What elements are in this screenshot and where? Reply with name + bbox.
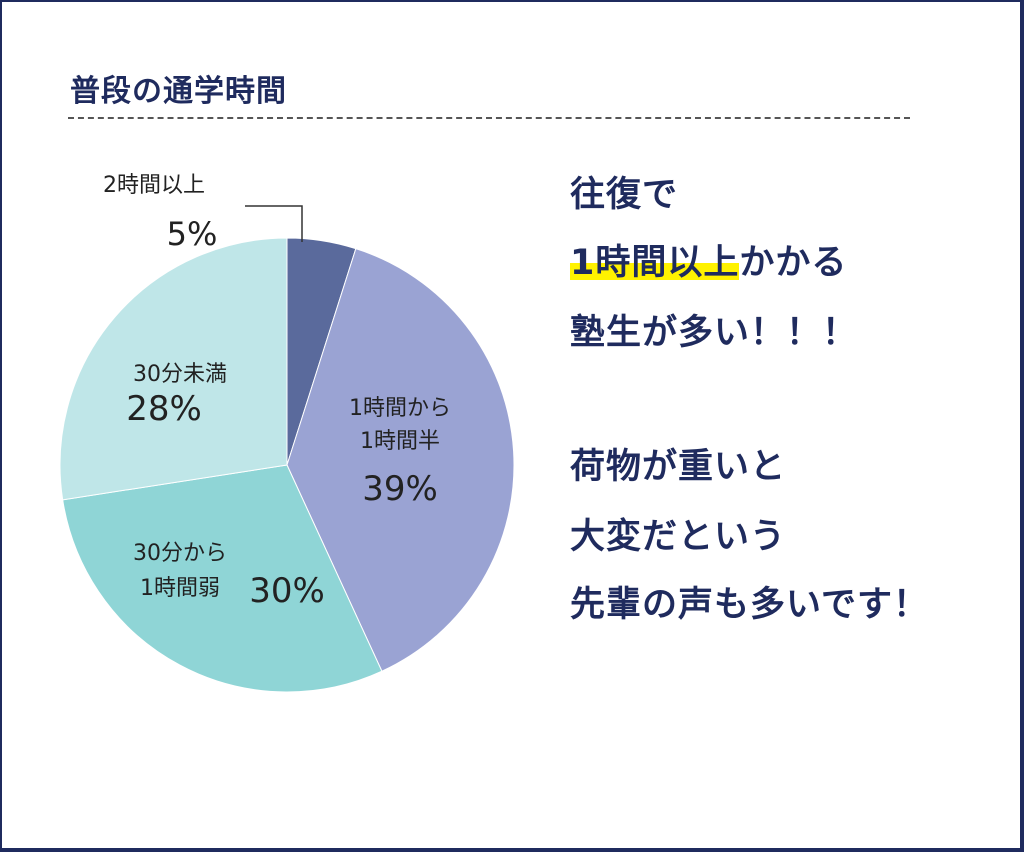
slice-percent-label: 5% [167,215,218,253]
slice-label: 2時間以上 [103,173,205,198]
title-divider [68,117,910,119]
leader-line [245,205,303,242]
slice-percent-label: 30% [249,571,325,611]
slice-label: 1時間半 [360,429,440,454]
message-line: 大変だという [570,517,787,557]
message-line: 塾生が多い！！！ [570,313,859,353]
message-line: 往復で [570,175,679,215]
pie-slice [59,237,288,501]
slice-label: 30分未満 [133,362,227,387]
message-line-highlighted: 1時間以上かかる [570,234,847,285]
slice-label: 1時間弱 [140,576,220,601]
slice-label: 1時間から [349,396,451,421]
message-line: 荷物が重いと [570,447,787,487]
slice-label: 30分から [133,541,227,566]
message-line-rest: かかる [739,243,848,283]
slice-percent-label: 28% [126,389,202,429]
message-line: 先輩の声も多いです！ [570,585,929,625]
pie-slice [62,464,383,693]
chart-title: 普段の通学時間 [70,74,287,109]
slice-percent-label: 39% [362,469,438,509]
pie-slice [286,248,515,672]
highlight-text: 1時間以上 [570,243,740,283]
